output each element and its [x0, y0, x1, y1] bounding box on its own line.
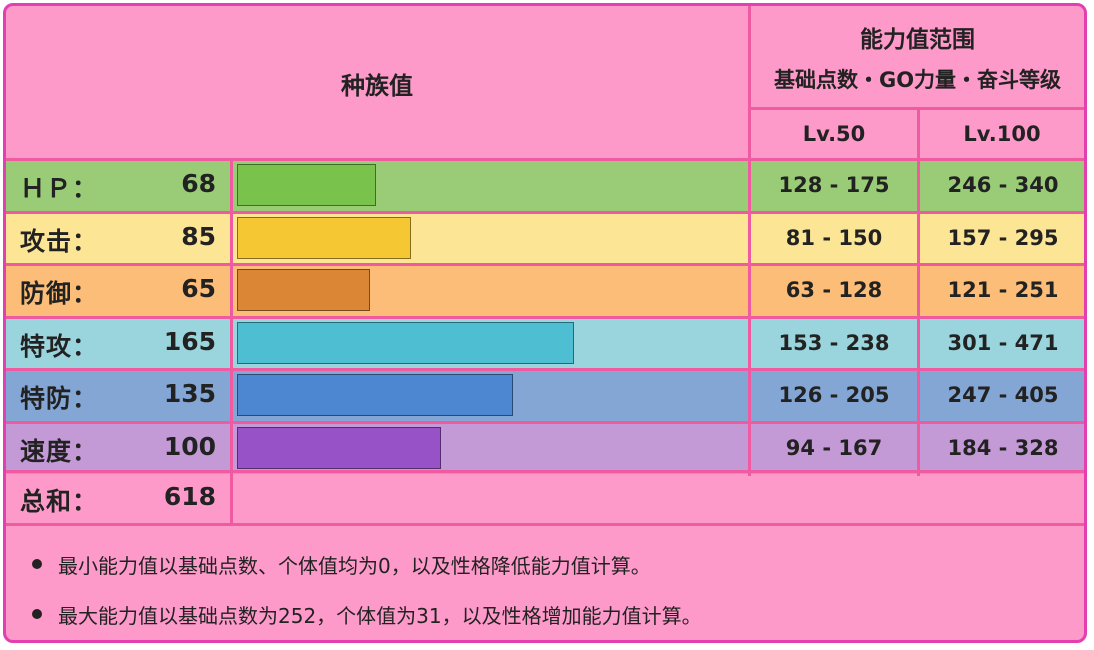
divider — [748, 6, 751, 476]
lv50-header: Lv.50 — [751, 110, 917, 158]
note-min: 最小能力值以基础点数、个体值均为0，以及性格降低能力值计算。 — [58, 554, 651, 578]
stat-value: 85 — [181, 222, 216, 251]
stat-bar — [237, 374, 513, 416]
divider — [917, 107, 920, 476]
stats-table: 种族值 能力值范围 基础点数・GO力量・奋斗等级 Lv.50 Lv.100 ＨＰ… — [3, 3, 1087, 643]
stat-label: ＨＰ： — [20, 174, 99, 203]
lv50-range: 153 - 238 — [778, 331, 890, 355]
lv100-header: Lv.100 — [920, 110, 1084, 158]
lv50-range: 94 - 167 — [785, 436, 883, 460]
lv50-range: 126 - 205 — [778, 383, 890, 407]
bullet-icon — [32, 559, 42, 569]
stat-row: 攻击： 85 81 - 150 157 - 295 — [6, 214, 1084, 264]
stat-bar — [237, 427, 441, 469]
lv100-label: Lv.100 — [963, 122, 1041, 146]
stat-value: 165 — [163, 327, 216, 356]
base-stats-title: 种族值 — [341, 72, 413, 100]
divider — [6, 470, 1084, 473]
stat-value: 135 — [163, 379, 216, 408]
divider — [6, 158, 1084, 161]
lv50-label: Lv.50 — [802, 122, 866, 146]
stat-row: 特防： 135 126 - 205 247 - 405 — [6, 371, 1084, 421]
divider — [751, 107, 1084, 110]
divider — [6, 316, 1084, 319]
stat-row: 防御： 65 63 - 128 121 - 251 — [6, 266, 1084, 316]
stat-label: 防御： — [20, 279, 99, 308]
stat-bar — [237, 164, 376, 206]
stat-label: 特攻： — [20, 332, 99, 361]
stat-value: 65 — [181, 274, 216, 303]
stat-bar — [237, 322, 574, 364]
divider — [230, 158, 233, 526]
stat-row: ＨＰ： 68 128 - 175 246 - 340 — [6, 161, 1084, 211]
divider — [6, 263, 1084, 266]
lv100-range: 121 - 251 — [947, 278, 1059, 302]
stat-bar — [237, 269, 370, 311]
stat-bar — [237, 217, 411, 259]
note-max: 最大能力值以基础点数为252，个体值为31，以及性格增加能力值计算。 — [58, 604, 702, 628]
divider — [6, 523, 1084, 526]
bullet-icon — [32, 609, 42, 619]
total-label: 总和： — [20, 487, 99, 516]
lv50-range: 128 - 175 — [778, 173, 890, 197]
base-stats-header: 种族值 — [6, 6, 748, 158]
lv100-range: 246 - 340 — [947, 173, 1059, 197]
notes-section: 最小能力值以基础点数、个体值均为0，以及性格降低能力值计算。 最大能力值以基础点… — [6, 526, 1084, 640]
lv50-range: 63 - 128 — [785, 278, 883, 302]
stat-value: 68 — [181, 169, 216, 198]
total-value: 618 — [163, 482, 216, 511]
total-row: 总和： 618 — [6, 473, 1084, 523]
stat-label: 速度： — [20, 437, 99, 466]
lv100-range: 157 - 295 — [947, 226, 1059, 250]
divider — [6, 368, 1084, 371]
lv100-range: 247 - 405 — [947, 383, 1059, 407]
range-title: 能力值范围 — [860, 27, 975, 53]
lv50-range: 81 - 150 — [785, 226, 883, 250]
range-subtitle: 基础点数・GO力量・奋斗等级 — [773, 68, 1062, 92]
stat-row: 速度： 100 94 - 167 184 - 328 — [6, 424, 1084, 474]
range-header: 能力值范围 基础点数・GO力量・奋斗等级 — [751, 6, 1084, 107]
stat-label: 特防： — [20, 384, 99, 413]
divider — [6, 421, 1084, 424]
lv100-range: 301 - 471 — [947, 331, 1059, 355]
stat-label: 攻击： — [20, 227, 99, 256]
stat-row: 特攻： 165 153 - 238 301 - 471 — [6, 319, 1084, 369]
lv100-range: 184 - 328 — [947, 436, 1059, 460]
divider — [6, 211, 1084, 214]
stat-value: 100 — [163, 432, 216, 461]
